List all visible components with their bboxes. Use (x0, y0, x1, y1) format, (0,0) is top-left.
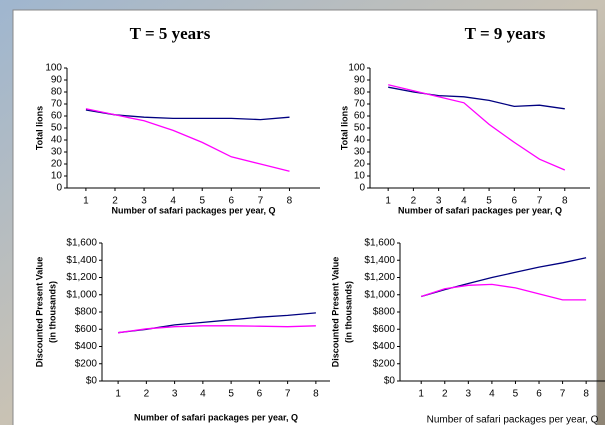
x-axis-label: Number of safari packages per year, Q (398, 205, 562, 215)
y-tick-label: $200 (75, 358, 98, 369)
chart-title: T = 9 years (465, 24, 546, 43)
y-tick-label: 20 (354, 159, 366, 170)
y-tick-label: 0 (56, 183, 62, 194)
y-tick-label: 0 (359, 183, 365, 194)
y-tick-label: 90 (51, 75, 63, 86)
y-tick-label: 70 (51, 99, 63, 110)
y-axis-label: Total lions (34, 106, 44, 150)
y-tick-label: $1,200 (66, 272, 97, 283)
x-tick-label: 5 (486, 196, 492, 207)
y-tick-label: 10 (354, 171, 366, 182)
y-tick-label: $0 (86, 376, 98, 387)
x-tick-label: 2 (411, 196, 417, 207)
y-tick-label: $1,000 (66, 289, 97, 300)
x-tick-label: 1 (115, 389, 121, 400)
y-axis-label: Discounted Present Value (330, 257, 340, 368)
x-axis-label: Number of safari packages per year, Q (134, 412, 298, 422)
x-tick-label: 2 (144, 389, 150, 400)
y-tick-label: 30 (51, 147, 63, 158)
y-tick-label: $600 (75, 324, 98, 335)
x-tick-label: 4 (170, 196, 176, 207)
x-tick-label: 5 (199, 196, 205, 207)
y-axis-label: (in thousands) (47, 281, 57, 343)
y-tick-label: 100 (348, 63, 365, 74)
x-tick-label: 4 (200, 389, 206, 400)
x-tick-label: 8 (313, 389, 319, 400)
y-axis-label: Discounted Present Value (34, 257, 44, 368)
x-axis-label: Number of safari packages per year, Q (427, 415, 599, 425)
slide: T = 5 years Total lions Number of safari p… (0, 0, 605, 425)
x-tick-label: 1 (385, 196, 391, 207)
x-tick-label: 6 (229, 196, 235, 207)
x-tick-label: 4 (489, 389, 495, 400)
x-tick-label: 6 (512, 196, 518, 207)
y-axis-label: (in thousands) (343, 281, 353, 343)
x-tick-label: 6 (536, 389, 542, 400)
y-tick-label: 70 (354, 99, 366, 110)
x-tick-label: 7 (560, 389, 566, 400)
y-tick-label: $1,600 (66, 238, 97, 249)
y-tick-label: 30 (354, 147, 366, 158)
x-tick-label: 5 (513, 389, 519, 400)
y-tick-label: $1,200 (364, 272, 395, 283)
y-tick-label: $1,400 (66, 255, 97, 266)
x-tick-label: 3 (172, 389, 178, 400)
y-tick-label: $200 (373, 358, 396, 369)
y-tick-label: $1,600 (364, 238, 395, 249)
x-tick-label: 5 (228, 389, 234, 400)
x-tick-label: 8 (562, 196, 568, 207)
y-tick-label: $400 (75, 341, 98, 352)
x-tick-label: 1 (418, 389, 424, 400)
y-axis-label: Total lions (339, 106, 349, 150)
y-tick-label: 50 (51, 123, 63, 134)
panel (13, 10, 597, 425)
chart-title: T = 5 years (130, 24, 211, 43)
page: T = 5 years Total lions Number of safari p… (0, 0, 605, 425)
x-axis-label: Number of safari packages per year, Q (111, 205, 275, 215)
y-tick-label: 100 (45, 63, 62, 74)
y-tick-label: 50 (354, 123, 366, 134)
y-tick-label: $800 (373, 307, 396, 318)
y-tick-label: $600 (373, 324, 396, 335)
y-tick-label: 60 (354, 111, 366, 122)
x-tick-label: 8 (583, 389, 589, 400)
x-tick-label: 7 (285, 389, 291, 400)
x-tick-label: 7 (537, 196, 543, 207)
x-tick-label: 1 (83, 196, 89, 207)
y-tick-label: 60 (51, 111, 63, 122)
y-tick-label: $0 (384, 376, 396, 387)
y-tick-label: $400 (373, 341, 396, 352)
x-tick-label: 2 (442, 389, 448, 400)
x-tick-label: 3 (436, 196, 442, 207)
x-tick-label: 2 (112, 196, 118, 207)
y-tick-label: 40 (354, 135, 366, 146)
y-tick-label: 80 (354, 87, 366, 98)
x-tick-label: 3 (141, 196, 147, 207)
x-tick-label: 7 (258, 196, 264, 207)
y-tick-label: 10 (51, 171, 63, 182)
y-tick-label: 40 (51, 135, 63, 146)
x-tick-label: 3 (466, 389, 472, 400)
x-tick-label: 8 (287, 196, 293, 207)
x-tick-label: 6 (257, 389, 263, 400)
y-tick-label: 80 (51, 87, 63, 98)
y-tick-label: $800 (75, 307, 98, 318)
x-tick-label: 4 (461, 196, 467, 207)
y-tick-label: 20 (51, 159, 63, 170)
y-tick-label: $1,400 (364, 255, 395, 266)
y-tick-label: 90 (354, 75, 366, 86)
y-tick-label: $1,000 (364, 289, 395, 300)
